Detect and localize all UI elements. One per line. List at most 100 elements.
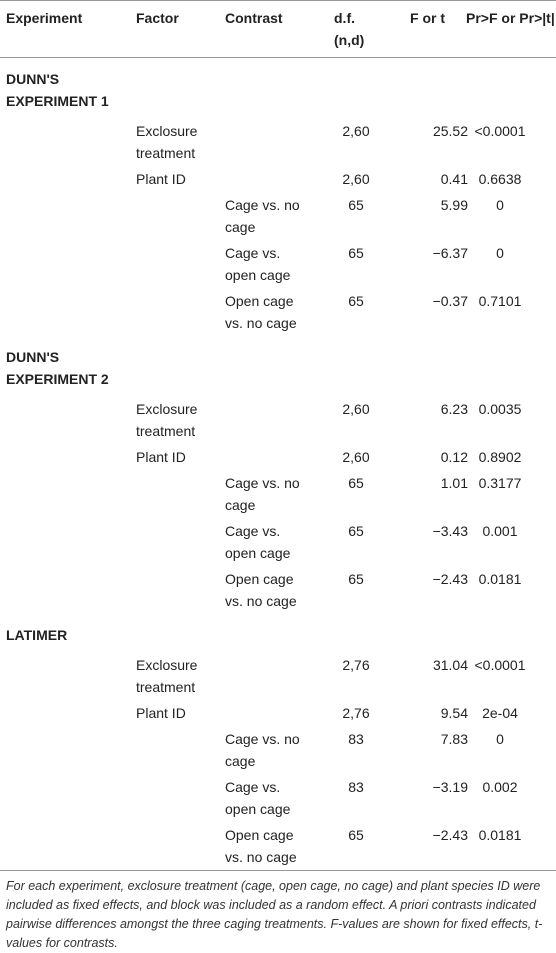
factor-cell: Exclosure treatment (136, 401, 198, 439)
contrast-cell: Cage vs. open cage (225, 779, 291, 817)
contrast-cell: Cage vs. open cage (225, 245, 291, 283)
header-row: Experiment Factor Contrast d.f. (n,d) F … (0, 0, 556, 58)
contrast-cell: Cage vs. open cage (225, 523, 291, 561)
stat-cell: 0.41 (440, 171, 468, 187)
df-cell: 2,76 (342, 657, 370, 673)
group-cell: DUNN'S EXPERIMENT 1 (0, 58, 556, 119)
header-cell: F or t (410, 10, 445, 26)
group-title: DUNN'S EXPERIMENT 2 (6, 349, 109, 387)
data-row: Cage vs. open cage 83 −3.19 0.002 (0, 774, 556, 822)
p-cell: 0.8902 (478, 449, 522, 465)
factor-cell: Exclosure treatment (136, 123, 198, 161)
experiment-cell (0, 470, 130, 518)
stat-cell: −2.43 (432, 571, 468, 587)
group-row: DUNN'S EXPERIMENT 1 (0, 58, 556, 119)
header-cell: Factor (136, 10, 179, 26)
table-body: DUNN'S EXPERIMENT 1 Exclosure treatment 2,… (0, 58, 556, 871)
experiment-cell (0, 774, 130, 822)
contrast-cell (219, 700, 320, 726)
df-cell: 2,60 (342, 123, 370, 139)
group-title: DUNN'S EXPERIMENT 1 (6, 71, 109, 109)
p-cell: 2e-04 (482, 705, 518, 721)
group-cell: LATIMER (0, 614, 556, 652)
data-row: Plant ID 2,60 0.41 0.6638 (0, 166, 556, 192)
data-row: Exclosure treatment 2,76 31.04 <0.0001 (0, 652, 556, 700)
factor-cell: Plant ID (136, 705, 186, 721)
factor-cell: Plant ID (136, 171, 186, 187)
header-text: d.f. (n,d) (334, 10, 365, 48)
p-cell: 0.7101 (478, 293, 522, 309)
table-header: Experiment Factor Contrast d.f. (n,d) F … (0, 0, 556, 58)
df-cell: 2,76 (342, 705, 370, 721)
stat-cell: 6.23 (440, 401, 468, 417)
data-row: Cage vs. open cage 65 −6.37 0 (0, 240, 556, 288)
contrast-cell: Cage vs. no cage (225, 731, 300, 769)
contrast-cell: Open cage vs. no cage (225, 571, 297, 609)
contrast-cell (219, 118, 320, 166)
df-cell: 65 (348, 475, 364, 491)
factor-cell (130, 240, 219, 288)
factor-cell (130, 288, 219, 336)
p-cell: 0.0181 (478, 571, 522, 587)
p-cell: 0.001 (482, 523, 518, 539)
data-row: Cage vs. no cage 83 7.83 0 (0, 726, 556, 774)
factor-cell (130, 822, 219, 871)
stat-cell: −6.37 (432, 245, 468, 261)
p-cell: 0.0181 (478, 827, 522, 843)
contrast-cell (219, 652, 320, 700)
contrast-cell: Cage vs. no cage (225, 475, 300, 513)
data-row: Plant ID 2,76 9.54 2e-04 (0, 700, 556, 726)
experiment-cell (0, 700, 130, 726)
stats-table: Experiment Factor Contrast d.f. (n,d) F … (0, 0, 556, 871)
stat-cell: −2.43 (432, 827, 468, 843)
group-title: LATIMER (6, 627, 68, 643)
experiment-cell (0, 726, 130, 774)
factor-cell (130, 518, 219, 566)
df-cell: 65 (348, 197, 364, 213)
stat-cell: −3.43 (432, 523, 468, 539)
contrast-cell (219, 166, 320, 192)
header-cell: d.f. (n,d) (320, 1, 392, 58)
data-row: Exclosure treatment 2,60 6.23 0.0035 (0, 396, 556, 444)
factor-cell (130, 774, 219, 822)
factor-cell: Exclosure treatment (136, 657, 198, 695)
experiment-cell (0, 822, 130, 871)
experiment-cell (0, 396, 130, 444)
experiment-cell (0, 192, 130, 240)
p-cell: <0.0001 (474, 657, 526, 673)
df-cell: 65 (348, 245, 364, 261)
data-row: Cage vs. no cage 65 1.01 0.3177 (0, 470, 556, 518)
footnote: For each experiment, exclosure treatment… (6, 879, 543, 950)
p-cell: 0 (496, 245, 504, 261)
experiment-cell (0, 118, 130, 166)
experiment-cell (0, 518, 130, 566)
stat-cell: 1.01 (440, 475, 468, 491)
header-cell: Pr>F or Pr>|t| (466, 10, 555, 26)
contrast-cell: Cage vs. no cage (225, 197, 300, 235)
data-row: Plant ID 2,60 0.12 0.8902 (0, 444, 556, 470)
data-row: Open cage vs. no cage 65 −2.43 0.0181 (0, 566, 556, 614)
group-row: LATIMER (0, 614, 556, 652)
header-cell: Contrast (225, 10, 283, 26)
p-cell: 0 (496, 197, 504, 213)
df-cell: 2,60 (342, 171, 370, 187)
experiment-cell (0, 444, 130, 470)
experiment-cell (0, 288, 130, 336)
p-cell: <0.0001 (474, 123, 526, 139)
df-cell: 65 (348, 523, 364, 539)
stat-cell: 0.12 (440, 449, 468, 465)
stat-cell: 5.99 (440, 197, 468, 213)
contrast-cell: Open cage vs. no cage (225, 293, 297, 331)
factor-cell (130, 726, 219, 774)
stat-cell: 7.83 (440, 731, 468, 747)
group-cell: DUNN'S EXPERIMENT 2 (0, 336, 556, 396)
factor-cell (130, 192, 219, 240)
factor-cell (130, 566, 219, 614)
data-row: Open cage vs. no cage 65 −2.43 0.0181 (0, 822, 556, 871)
df-cell: 2,60 (342, 449, 370, 465)
p-cell: 0 (496, 731, 504, 747)
stat-cell: 31.04 (432, 657, 468, 673)
contrast-cell: Open cage vs. no cage (225, 827, 297, 865)
p-cell: 0.6638 (478, 171, 522, 187)
experiment-cell (0, 652, 130, 700)
